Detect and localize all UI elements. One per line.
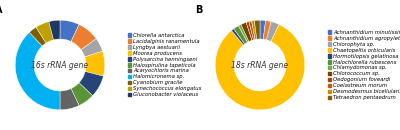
Wedge shape [232, 29, 245, 45]
Legend: Achnanthidium minutissimum, Achnanthidium agropyletum, Chlorophyta sp., Chaetope: Achnanthidium minutissimum, Achnanthidiu… [328, 30, 400, 100]
Wedge shape [15, 32, 60, 110]
Wedge shape [238, 24, 249, 42]
Wedge shape [81, 39, 103, 57]
Text: A: A [0, 5, 2, 15]
Text: 16s rRNA gene: 16s rRNA gene [32, 60, 88, 70]
Wedge shape [234, 26, 248, 44]
Wedge shape [60, 20, 79, 41]
Wedge shape [249, 21, 255, 40]
Wedge shape [85, 51, 105, 76]
Wedge shape [49, 20, 60, 40]
Wedge shape [215, 24, 305, 110]
Wedge shape [36, 22, 54, 43]
Wedge shape [241, 22, 252, 41]
Wedge shape [71, 83, 93, 106]
Wedge shape [29, 27, 46, 46]
Text: 18s rRNA gene: 18s rRNA gene [232, 60, 288, 70]
Wedge shape [266, 22, 279, 41]
Wedge shape [246, 22, 254, 40]
Wedge shape [260, 20, 266, 39]
Wedge shape [254, 20, 260, 39]
Wedge shape [263, 21, 271, 40]
Text: B: B [195, 5, 202, 15]
Legend: Chlorella antarctica, Lacidalginis ranamentula, Lyngbya aestuarii, Moorea produc: Chlorella antarctica, Lacidalginis ranam… [128, 33, 202, 97]
Wedge shape [79, 72, 103, 96]
Wedge shape [252, 21, 257, 40]
Wedge shape [71, 24, 96, 50]
Wedge shape [60, 89, 79, 110]
